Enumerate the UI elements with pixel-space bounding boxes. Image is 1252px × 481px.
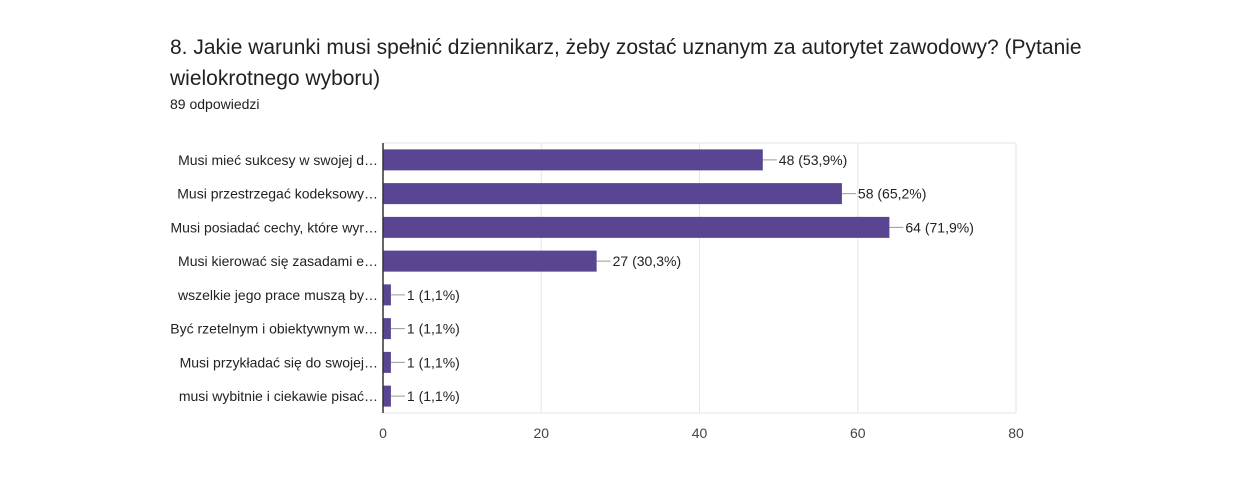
data-label-1: 58 (65,2%) — [858, 186, 926, 202]
category-label-6: Musi przykładać się do swojej… — [180, 354, 378, 370]
data-label-5: 1 (1,1%) — [407, 321, 460, 337]
x-tick-label-0: 0 — [379, 425, 387, 441]
data-label-7: 1 (1,1%) — [407, 388, 460, 404]
category-label-0: Musi mieć sukcesy w swojej d… — [178, 152, 378, 168]
bar-5 — [383, 318, 391, 340]
category-label-7: musi wybitnie i ciekawie pisać… — [179, 388, 378, 404]
data-label-4: 1 (1,1%) — [407, 287, 460, 303]
question-title: 8. Jakie warunki musi spełnić dziennikar… — [170, 36, 1082, 90]
data-label-3: 27 (30,3%) — [613, 253, 681, 269]
bar-4 — [383, 284, 391, 306]
category-label-4: wszelkie jego prace muszą by… — [177, 287, 378, 303]
bar-3 — [383, 250, 597, 272]
bar-2 — [383, 216, 890, 238]
data-label-6: 1 (1,1%) — [407, 354, 460, 370]
bar-1 — [383, 183, 842, 205]
x-tick-label-3: 60 — [850, 425, 866, 441]
data-label-0: 48 (53,9%) — [779, 152, 847, 168]
x-tick-label-1: 20 — [533, 425, 549, 441]
bar-0 — [383, 149, 763, 171]
bar-6 — [383, 351, 391, 373]
x-tick-label-4: 80 — [1008, 425, 1024, 441]
category-label-3: Musi kierować się zasadami e… — [178, 253, 378, 269]
data-label-2: 64 (71,9%) — [905, 219, 973, 235]
category-label-2: Musi posiadać cechy, które wyr… — [171, 219, 378, 235]
category-label-1: Musi przestrzegać kodeksowy… — [177, 186, 378, 202]
response-count: 89 odpowiedzi — [170, 96, 260, 112]
x-tick-label-2: 40 — [692, 425, 708, 441]
category-label-5: Być rzetelnym i obiektywnym w… — [170, 321, 378, 337]
bar-7 — [383, 385, 391, 407]
